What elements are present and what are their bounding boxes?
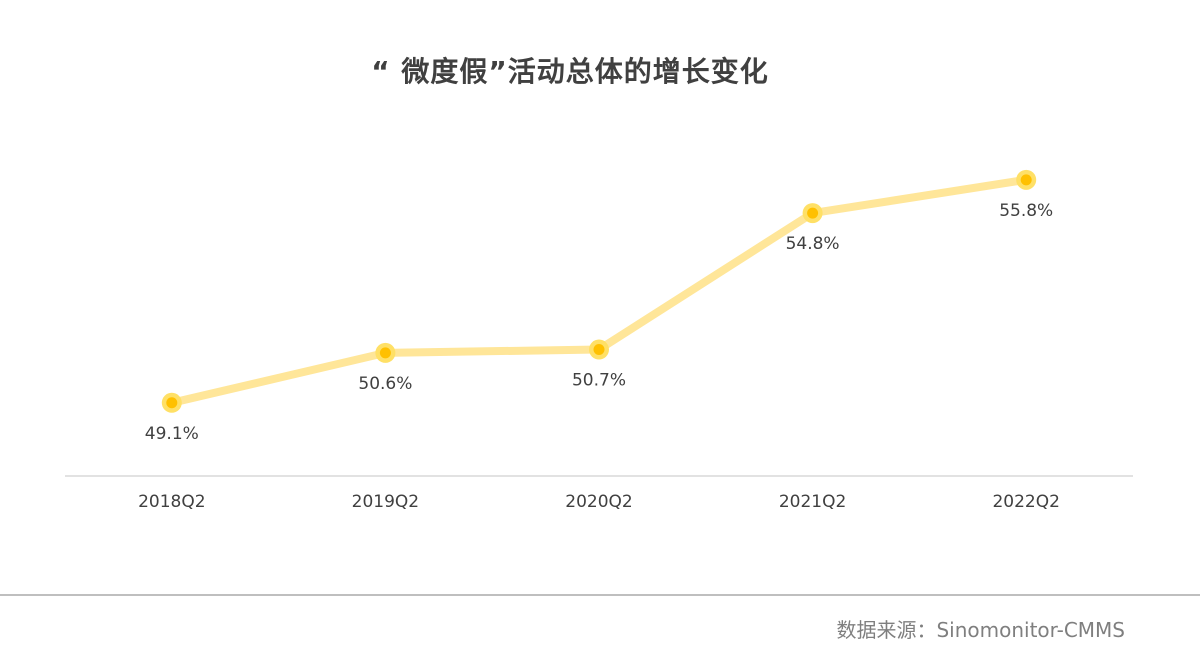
line-chart: 49.1% 50.6% 50.7% 54.8% 55.8% 2018Q2 2019Q2 202… [65, 169, 1133, 512]
x-tick-label: 2022Q2 [992, 492, 1059, 512]
x-tick-label: 2018Q2 [138, 492, 205, 512]
x-tick-label: 2019Q2 [352, 492, 419, 512]
footer-divider [0, 594, 1200, 596]
data-point-marker [161, 392, 182, 413]
data-label: 49.1% [145, 424, 199, 444]
x-tick-label: 2020Q2 [565, 492, 632, 512]
data-point-marker [589, 339, 609, 360]
source-note: 数据来源：Sinomonitor-CMMS [836, 618, 1125, 642]
series-layer [161, 169, 1037, 413]
x-tick-label: 2021Q2 [779, 492, 846, 512]
data-point-marker [802, 203, 823, 224]
data-label: 50.7% [572, 371, 626, 391]
data-point-marker [375, 342, 396, 363]
labels-layer: 49.1% 50.6% 50.7% 54.8% 55.8% 2018Q2 2019Q2 202… [138, 201, 1060, 512]
series-line [167, 175, 1031, 407]
data-label: 54.8% [786, 234, 840, 254]
data-point-marker [1016, 169, 1037, 190]
data-label: 55.8% [999, 201, 1053, 221]
data-label: 50.6% [358, 374, 412, 394]
chart-title: “ 微度假”活动总体的增长变化 [371, 55, 769, 88]
